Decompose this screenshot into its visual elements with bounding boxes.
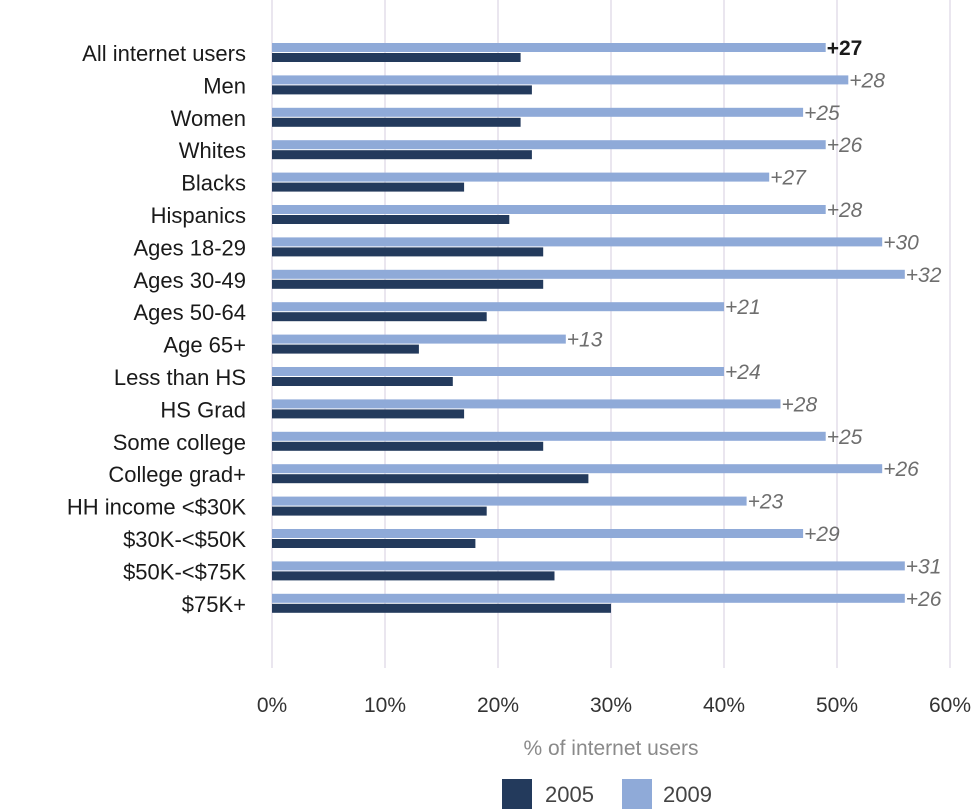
bar-2009 — [272, 561, 905, 571]
bar-2005 — [272, 441, 544, 451]
data-label: +30 — [883, 231, 919, 254]
bar-2009 — [272, 464, 883, 474]
data-label: +27 — [827, 37, 863, 60]
category-label: Less than HS — [114, 365, 246, 390]
bar-2005 — [272, 312, 487, 322]
bar-2005 — [272, 344, 419, 354]
bar-2005 — [272, 215, 510, 224]
bar-2009 — [272, 431, 826, 441]
data-label: +27 — [770, 167, 807, 190]
category-label: Women — [171, 106, 246, 131]
bar-2009 — [272, 205, 826, 214]
bar-2005 — [272, 571, 555, 581]
x-axis-ticks: 0% 10% 20% 30% 40% 50% 60% — [257, 694, 971, 717]
x-tick-label: 20% — [477, 694, 519, 717]
bar-2009 — [272, 399, 781, 409]
bar-2009 — [272, 172, 770, 182]
bar-2009 — [272, 496, 747, 506]
bar-2009 — [272, 237, 883, 247]
data-label: +32 — [906, 264, 942, 287]
bar-2005 — [272, 150, 532, 160]
category-label: Ages 18-29 — [133, 235, 246, 260]
bar-2005 — [272, 182, 465, 192]
bar-2009 — [272, 140, 826, 150]
bar-2005 — [272, 117, 521, 127]
data-label: +25 — [827, 426, 863, 449]
bar-2005 — [272, 279, 544, 289]
bar-2005 — [272, 409, 465, 419]
category-label: $75K+ — [182, 592, 246, 617]
x-tick-label: 30% — [590, 694, 632, 717]
bar-2009 — [272, 593, 905, 603]
data-label: +24 — [725, 361, 761, 384]
bar-2005 — [272, 377, 453, 386]
x-axis-title: % of internet users — [523, 737, 698, 760]
data-label: +28 — [849, 69, 885, 92]
category-label: Ages 30-49 — [133, 268, 246, 293]
category-label: Hispanics — [151, 203, 246, 228]
data-label: +26 — [883, 458, 919, 481]
data-labels: +27 +28 +25 +26 +27 +28 +30 +32 +21 +13 +24 +28 +25 +… — [567, 37, 942, 611]
data-label: +31 — [906, 555, 942, 578]
bar-2009 — [272, 529, 804, 538]
category-label: All internet users — [82, 41, 246, 66]
data-label: +26 — [827, 134, 863, 157]
category-labels: All internet users Men Women Whites Blacks Hi… — [67, 41, 246, 617]
bar-2009 — [272, 43, 826, 52]
category-label: Some college — [113, 430, 246, 455]
legend: 2005 2009 — [502, 779, 712, 809]
bar-2005 — [272, 539, 476, 548]
bar-2005 — [272, 474, 589, 484]
x-tick-label: 50% — [816, 694, 858, 717]
category-label: College grad+ — [108, 462, 246, 487]
data-label: +28 — [827, 199, 863, 222]
bar-2005 — [272, 53, 521, 62]
legend-label-2009: 2009 — [663, 782, 712, 807]
category-label: Ages 50-64 — [133, 300, 246, 325]
x-tick-label: 10% — [364, 694, 406, 717]
category-label: $30K-<$50K — [123, 527, 246, 552]
legend-label-2005: 2005 — [545, 782, 594, 807]
bar-2009 — [272, 367, 724, 376]
x-tick-label: 60% — [929, 694, 971, 717]
bar-2009 — [272, 75, 849, 85]
bar-2009 — [272, 334, 566, 344]
data-label: +23 — [748, 491, 784, 514]
bar-2005 — [272, 603, 611, 613]
category-label: HS Grad — [160, 397, 246, 422]
category-label: Men — [203, 73, 246, 98]
bar-2009 — [272, 107, 804, 117]
category-label: HH income <$30K — [67, 495, 246, 520]
bars — [272, 43, 905, 613]
data-label: +13 — [567, 329, 603, 352]
data-label: +28 — [782, 393, 818, 416]
bar-2009 — [272, 269, 905, 279]
category-label: Whites — [179, 138, 246, 163]
bar-2005 — [272, 506, 487, 516]
legend-swatch-2005 — [502, 779, 532, 809]
bar-2005 — [272, 247, 544, 257]
bar-2009 — [272, 302, 724, 312]
data-label: +25 — [804, 102, 840, 125]
data-label: +26 — [906, 588, 942, 611]
data-label: +29 — [804, 523, 840, 546]
x-tick-label: 40% — [703, 694, 745, 717]
category-label: Age 65+ — [163, 333, 246, 358]
x-tick-label: 0% — [257, 694, 287, 717]
bar-2005 — [272, 85, 532, 95]
legend-swatch-2009 — [622, 779, 652, 809]
category-label: Blacks — [181, 171, 246, 196]
data-label: +21 — [725, 296, 761, 319]
category-label: $50K-<$75K — [123, 559, 246, 584]
